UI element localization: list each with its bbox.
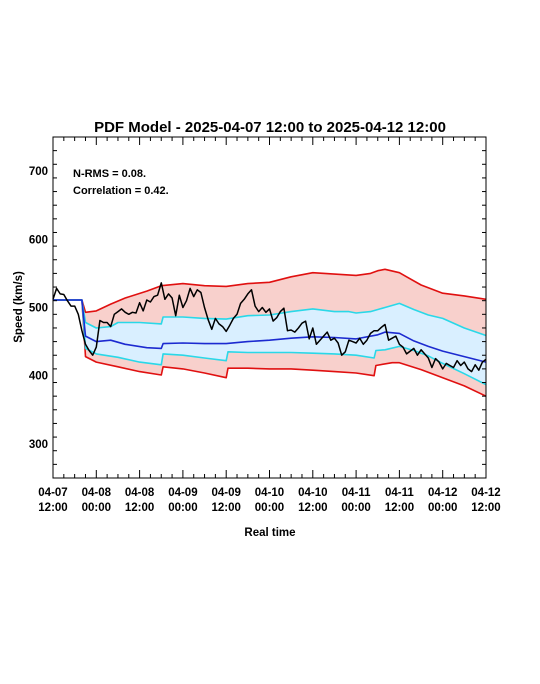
- chart-title: PDF Model - 2025-04-07 12:00 to 2025-04-…: [94, 119, 446, 136]
- x-tick-time-label: 12:00: [385, 502, 414, 514]
- series-lines: [52, 268, 487, 397]
- x-tick-time-label: 12:00: [38, 502, 67, 514]
- x-tick-time-label: 00:00: [428, 502, 457, 514]
- x-tick-time-label: 00:00: [168, 502, 197, 514]
- x-tick-date-label: 04-11: [385, 487, 414, 499]
- y-tick-label: 700: [29, 166, 48, 178]
- y-tick-label: 600: [29, 234, 48, 246]
- probability-bands: [53, 269, 486, 397]
- x-tick-time-label: 00:00: [255, 502, 284, 514]
- correlation-annotation: Correlation = 0.42.: [73, 185, 169, 197]
- y-tick-label: 400: [29, 371, 48, 383]
- x-tick-date-label: 04-11: [342, 487, 371, 499]
- upper-outer-bound-line: [53, 268, 487, 314]
- upper-inner-bound-line: [53, 299, 487, 337]
- x-tick-time-label: 00:00: [341, 502, 370, 514]
- median-forecast-line: [53, 299, 487, 363]
- x-tick-time-label: 12:00: [471, 502, 500, 514]
- observed-speed-line: [52, 282, 487, 373]
- y-axis: 300 400 500 600 700: [29, 136, 486, 479]
- lower-outer-bound-line: [53, 299, 487, 397]
- x-tick-date-label: 04-08: [82, 487, 112, 499]
- x-tick-date-label: 04-12: [471, 487, 500, 499]
- x-tick-date-label: 04-07: [38, 487, 67, 499]
- nrms-annotation: N-RMS = 0.08.: [73, 168, 146, 180]
- y-tick-label: 500: [29, 303, 48, 315]
- x-tick-date-label: 04-10: [298, 487, 327, 499]
- x-tick-time-label: 12:00: [211, 502, 240, 514]
- x-tick-time-label: 00:00: [82, 502, 111, 514]
- x-tick-time-label: 12:00: [125, 502, 154, 514]
- x-tick-date-label: 04-12: [428, 487, 457, 499]
- y-axis-label: Speed (km/s): [13, 271, 25, 343]
- x-tick-date-label: 04-08: [125, 487, 155, 499]
- x-axis-label: Real time: [244, 527, 295, 539]
- x-tick-date-label: 04-09: [168, 487, 197, 499]
- x-tick-date-label: 04-09: [211, 487, 240, 499]
- lower-inner-bound-line: [53, 299, 487, 386]
- y-tick-label: 300: [29, 439, 48, 451]
- x-tick-date-label: 04-10: [255, 487, 284, 499]
- x-axis: 04-07 12:00 04-08 00:00 04-08 12:00 04-09 00:00…: [38, 137, 501, 514]
- x-tick-time-label: 12:00: [298, 502, 327, 514]
